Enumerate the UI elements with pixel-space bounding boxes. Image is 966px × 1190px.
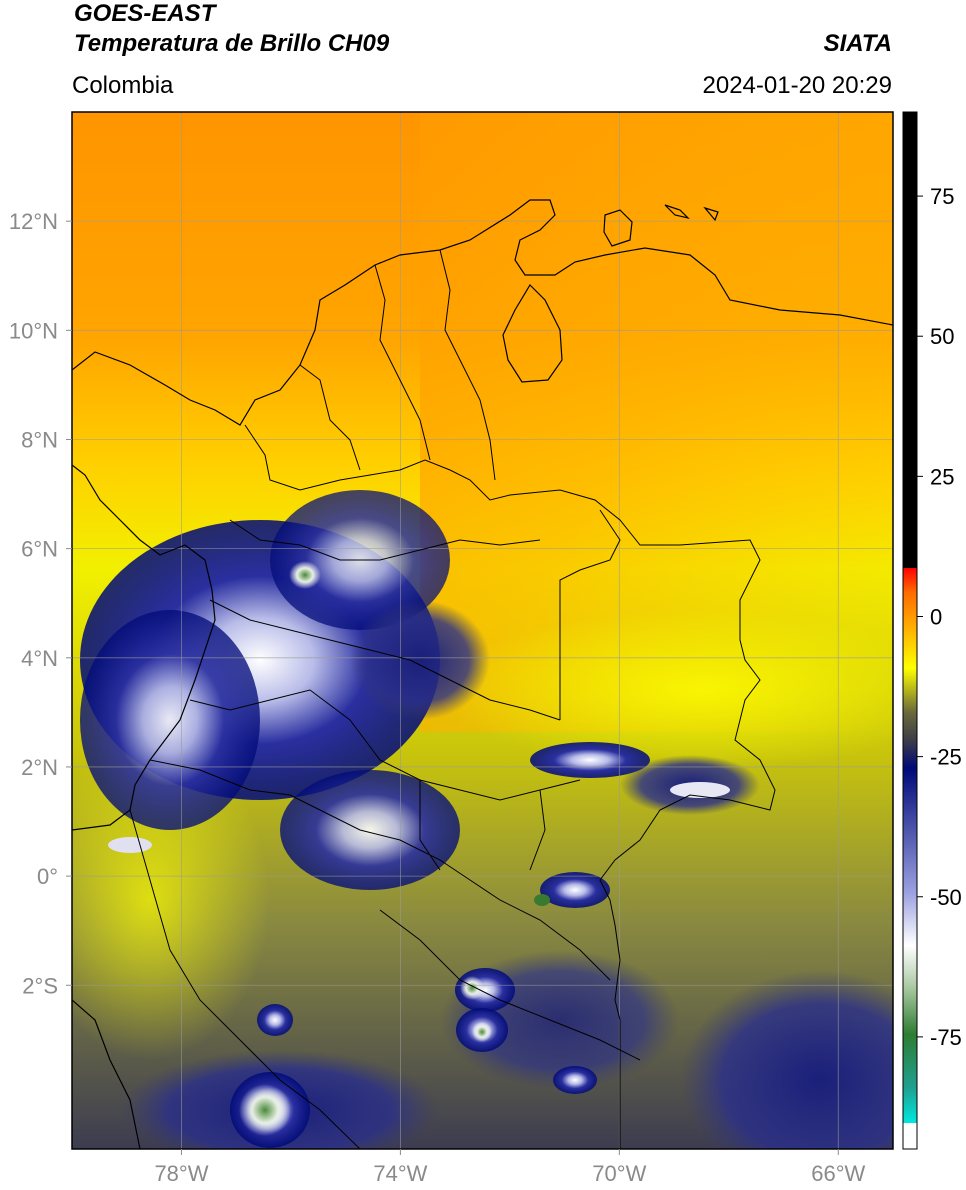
cloud-cluster-1 xyxy=(530,742,650,778)
map-frame xyxy=(71,111,894,1150)
department-line-2 xyxy=(374,264,431,461)
colombia-ecuador-peru-border xyxy=(149,759,611,981)
latitude-axis: 12°N 10°N 8°N 6°N 4°N 2°N 0° 2°S xyxy=(9,209,72,998)
department-line-6 xyxy=(189,689,581,801)
longitude-axis: 78°W 74°W 70°W 66°W xyxy=(154,1149,866,1186)
caribbean-coastline xyxy=(72,199,893,426)
colorbar-frame xyxy=(902,111,918,1150)
colorbar-tick-label: 50 xyxy=(930,324,954,349)
lat-tick-label: 8°N xyxy=(21,427,58,452)
colombia-venezuela-brazil-border xyxy=(244,424,776,1149)
convective-system-east xyxy=(350,600,490,720)
cloud-cluster-9 xyxy=(553,1066,597,1094)
yellow-band xyxy=(440,610,893,770)
lat-tick-label: 4°N xyxy=(21,646,58,671)
colorbar-segment-cold xyxy=(903,768,917,1123)
colorbar-ticks: 75 50 25 0 -25 -50 -75 xyxy=(917,184,962,1050)
institution-label: SIATA xyxy=(823,30,892,57)
convective-system-pacific xyxy=(80,610,260,830)
ecuador-peru-border xyxy=(129,809,361,1149)
department-line-7 xyxy=(419,780,441,871)
island-2 xyxy=(664,204,690,220)
lon-tick-label: 78°W xyxy=(154,1161,208,1186)
colorbar-tick-label: -75 xyxy=(930,1025,962,1050)
yellow-coast xyxy=(72,740,270,1060)
cloud-cluster-2-core xyxy=(670,782,730,798)
datetime-label: 2024-01-20 20:29 xyxy=(702,72,893,99)
lat-tick-label: 12°N xyxy=(9,209,58,234)
lat-tick-label: 2°S xyxy=(22,973,58,998)
lake-maracaibo xyxy=(502,284,563,383)
lon-tick-label: 66°W xyxy=(811,1161,865,1186)
cloud-core-green-3 xyxy=(534,894,550,906)
lat-tick-label: 2°N xyxy=(21,755,58,780)
satellite-title: GOES-EAST xyxy=(74,0,216,27)
borders xyxy=(129,249,776,1149)
region-label: Colombia xyxy=(72,72,174,99)
colorbar-tick-label: -50 xyxy=(930,885,962,910)
coastlines xyxy=(72,199,893,1149)
lon-tick-label: 74°W xyxy=(373,1161,427,1186)
convective-system-south xyxy=(280,770,460,890)
product-title: Temperatura de Brillo CH09 xyxy=(74,30,390,57)
cloud-cluster-7 xyxy=(108,837,152,853)
venezuela-department-line xyxy=(559,509,621,720)
pacific-coastline xyxy=(72,464,216,831)
department-line-1 xyxy=(299,364,361,471)
colorbar-tick-label: 25 xyxy=(930,464,954,489)
lat-tick-label: 6°N xyxy=(21,537,58,562)
cloud-cluster-8 xyxy=(257,1004,293,1036)
lat-tick-label: 0° xyxy=(37,864,58,889)
cloud-core-green-2 xyxy=(472,1022,492,1042)
lon-tick-label: 70°W xyxy=(592,1161,646,1186)
colorbar-segment-black xyxy=(903,112,917,568)
department-line-3 xyxy=(439,249,496,481)
lat-tick-label: 10°N xyxy=(9,318,58,343)
colorbar-segment-warm xyxy=(903,568,917,768)
department-line-8 xyxy=(529,789,546,871)
cloud-core-green-5 xyxy=(289,561,321,589)
cloud-core-green-4 xyxy=(239,1084,291,1136)
cold-cloud-se xyxy=(680,970,893,1149)
colorbar-segment-white xyxy=(903,1123,917,1149)
department-line-5 xyxy=(209,599,561,721)
gridlines xyxy=(72,112,893,1149)
colorbar-tick-label: 75 xyxy=(930,184,954,209)
cloud-core-green-1 xyxy=(460,976,484,1000)
island-1 xyxy=(603,209,633,247)
cloud-cluster-3 xyxy=(540,872,610,908)
colorbar-tick-label: -25 xyxy=(930,745,962,770)
colorbar-tick-label: 0 xyxy=(930,604,942,629)
peru-brazil-border xyxy=(379,909,641,1061)
peru-coastline xyxy=(72,999,141,1149)
map-plot-area xyxy=(72,112,893,1149)
colorbar: 75 50 25 0 -25 -50 -75 xyxy=(902,111,962,1150)
department-line-4 xyxy=(229,519,541,561)
island-3 xyxy=(703,206,719,222)
